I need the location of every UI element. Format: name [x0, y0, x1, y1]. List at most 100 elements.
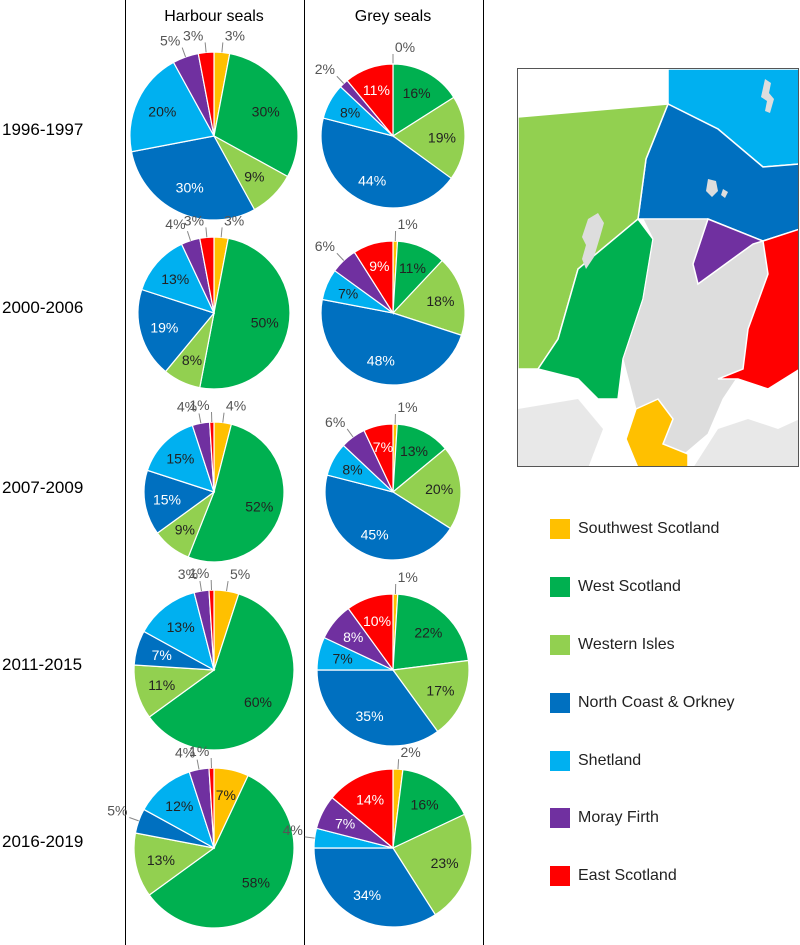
pie-label-grey-3-north-coast-orkney: 45%	[361, 526, 389, 542]
pie-slice-grey-2-north-coast-orkney	[320, 298, 463, 386]
pie-slice-harbour-5-east-scotland	[208, 767, 215, 849]
legend-swatch	[550, 519, 570, 539]
pie-slice-grey-1-east-scotland	[346, 63, 394, 138]
pie-label-harbour-2-north-coast-orkney: 19%	[150, 319, 178, 335]
pie-label-grey-3-shetland: 8%	[342, 462, 362, 478]
pie-slice-grey-3-north-coast-orkney	[324, 474, 452, 561]
pie-label-grey-4-east-scotland: 10%	[363, 613, 391, 629]
pie-label-harbour-1-moray-firth: 5%	[160, 33, 180, 49]
pie-label-grey-4-shetland: 7%	[332, 651, 352, 667]
pie-slice-grey-2-east-scotland	[353, 240, 394, 316]
pie-label-harbour-5-shetland: 12%	[165, 798, 193, 814]
divider-left	[125, 0, 126, 945]
legend-label: Moray Firth	[578, 809, 659, 826]
pie-leader-harbour-3-moray-firth	[198, 413, 202, 424]
pie-label-harbour-3-shetland: 15%	[166, 450, 194, 466]
pie-slice-harbour-5-west-scotland	[148, 774, 295, 929]
legend-label: North Coast & Orkney	[578, 694, 735, 711]
pie-label-harbour-5-moray-firth: 4%	[175, 745, 195, 761]
pie-slice-harbour-1-west-scotland	[213, 52, 299, 178]
legend-item-west-scotland: West Scotland	[550, 576, 681, 598]
legend-label: Shetland	[578, 752, 642, 769]
legend-swatch	[550, 635, 570, 655]
pie-label-grey-2-southwest-scotland: 1%	[397, 216, 417, 232]
pie-slice-grey-5-north-coast-orkney	[313, 847, 437, 928]
legend-item-north-coast-orkney: North Coast & Orkney	[550, 692, 735, 714]
pie-label-grey-1-moray-firth: 2%	[315, 61, 335, 77]
pie-label-harbour-4-north-coast-orkney: 7%	[152, 647, 172, 663]
pie-slice-harbour-2-west-scotland	[199, 237, 291, 390]
pie-label-harbour-1-east-scotland: 3%	[183, 27, 203, 43]
pie-slice-grey-4-north-coast-orkney	[316, 669, 439, 747]
pie-slice-grey-5-western-isles	[392, 813, 473, 916]
pie-label-grey-3-moray-firth: 6%	[325, 414, 345, 430]
pie-leader-harbour-5-north-coast-orkney	[129, 817, 139, 822]
pie-label-harbour-2-west-scotland: 50%	[251, 315, 279, 331]
pie-label-harbour-2-moray-firth: 4%	[165, 216, 185, 232]
pie-label-grey-5-moray-firth: 7%	[335, 816, 355, 832]
legend-swatch	[550, 866, 570, 886]
pie-label-grey-2-north-coast-orkney: 48%	[367, 352, 395, 368]
pie-label-grey-2-western-isles: 18%	[426, 293, 454, 309]
pie-label-harbour-1-shetland: 20%	[148, 104, 176, 120]
pie-leader-harbour-3-southwest-scotland	[222, 412, 225, 423]
divider-middle	[304, 0, 305, 945]
pie-label-grey-2-shetland: 7%	[338, 286, 358, 302]
column-title-grey: Grey seals	[354, 8, 432, 25]
pie-label-harbour-5-east-scotland: 1%	[189, 743, 209, 759]
pie-label-grey-1-southwest-scotland: 0%	[395, 39, 415, 55]
pie-slice-grey-1-north-coast-orkney	[320, 117, 453, 209]
pie-label-harbour-4-moray-firth: 3%	[178, 566, 198, 582]
pie-slice-grey-4-western-isles	[391, 659, 470, 733]
pie-leader-grey-5-shetland	[304, 836, 315, 839]
pie-label-harbour-3-moray-firth: 4%	[177, 398, 197, 414]
pie-label-harbour-4-western-isles: 11%	[148, 677, 175, 693]
legend-label: Southwest Scotland	[578, 520, 720, 537]
pie-label-harbour-4-shetland: 13%	[167, 619, 195, 635]
pie-label-harbour-1-north-coast-orkney: 30%	[176, 180, 204, 196]
scotland-map-graphic	[518, 69, 798, 466]
pie-slice-grey-3-western-isles	[391, 447, 462, 530]
pie-leader-grey-5-southwest-scotland	[397, 759, 400, 770]
pie-slice-grey-2-western-isles	[391, 259, 466, 337]
period-label-2: 2000-2006	[2, 298, 84, 317]
pie-slice-harbour-1-shetland	[129, 61, 215, 153]
pie-leader-harbour-4-moray-firth	[199, 581, 202, 592]
pie-slice-grey-4-east-scotland	[347, 593, 394, 672]
region-map	[517, 68, 799, 467]
pie-label-harbour-2-east-scotland: 3%	[184, 212, 204, 228]
legend-item-shetland: Shetland	[550, 750, 641, 772]
pie-label-grey-2-moray-firth: 6%	[315, 238, 335, 254]
pie-slice-harbour-4-west-scotland	[148, 593, 295, 751]
pie-leader-grey-1-moray-firth	[336, 75, 345, 84]
divider-right	[483, 0, 484, 945]
pie-slice-grey-3-west-scotland	[392, 423, 447, 494]
pie-label-harbour-5-west-scotland: 58%	[242, 875, 270, 891]
pie-label-grey-3-southwest-scotland: 1%	[397, 399, 417, 415]
pie-label-grey-5-western-isles: 23%	[431, 855, 459, 871]
legend-label: West Scotland	[578, 578, 681, 595]
pie-label-grey-1-west-scotland: 16%	[403, 85, 431, 101]
pie-slice-harbour-5-shetland	[143, 771, 216, 850]
legend-item-western-isles: Western Isles	[550, 634, 675, 656]
pie-label-harbour-5-north-coast-orkney: 5%	[107, 803, 127, 819]
pie-slice-grey-1-western-isles	[391, 96, 466, 180]
legend-swatch	[550, 808, 570, 828]
pie-label-grey-5-shetland: 4%	[283, 822, 303, 838]
pie-slice-grey-1-west-scotland	[392, 63, 455, 138]
pie-leader-harbour-1-moray-firth	[181, 47, 187, 58]
period-label-1: 1996-1997	[2, 120, 84, 139]
pie-label-harbour-5-southwest-scotland: 7%	[216, 787, 236, 803]
period-label-3: 2007-2009	[2, 478, 84, 497]
pie-label-grey-3-west-scotland: 13%	[400, 443, 428, 459]
pie-label-grey-3-western-isles: 20%	[425, 481, 453, 497]
pie-label-grey-4-western-isles: 17%	[426, 683, 454, 699]
pie-label-grey-4-southwest-scotland: 1%	[398, 569, 418, 585]
pie-label-harbour-4-west-scotland: 60%	[244, 694, 272, 710]
pie-slice-harbour-4-shetland	[143, 591, 215, 672]
column-title-harbour: Harbour seals	[164, 8, 264, 25]
period-label-4: 2011-2015	[2, 655, 83, 674]
pie-slice-grey-5-east-scotland	[331, 768, 394, 850]
pie-label-grey-4-moray-firth: 8%	[343, 629, 363, 645]
